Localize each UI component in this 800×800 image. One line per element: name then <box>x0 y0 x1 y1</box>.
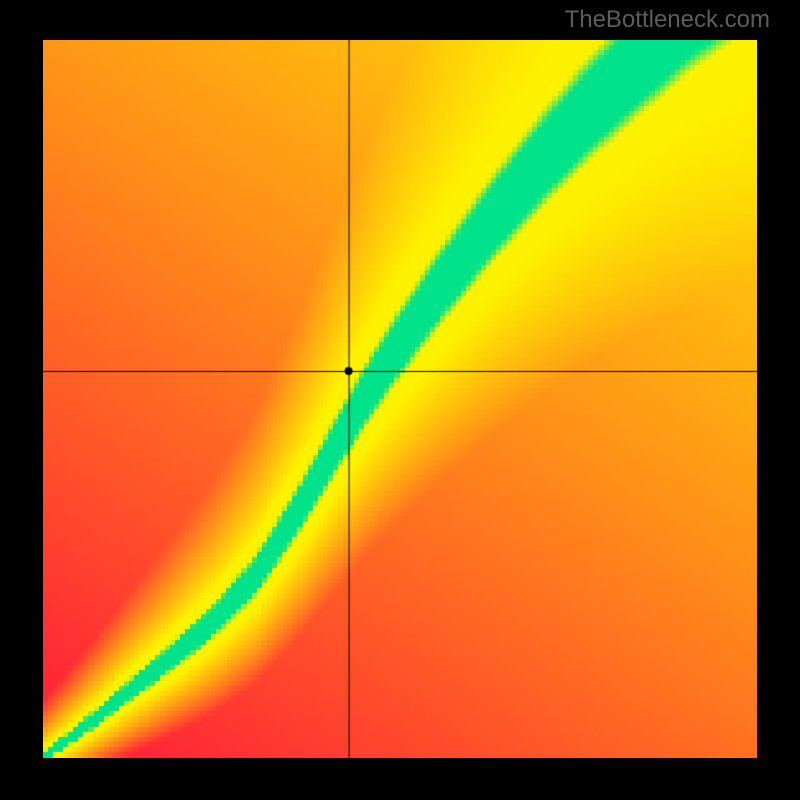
watermark-text: TheBottleneck.com <box>565 6 770 34</box>
chart-container: TheBottleneck.com <box>0 0 800 800</box>
heatmap-plot <box>43 40 757 758</box>
